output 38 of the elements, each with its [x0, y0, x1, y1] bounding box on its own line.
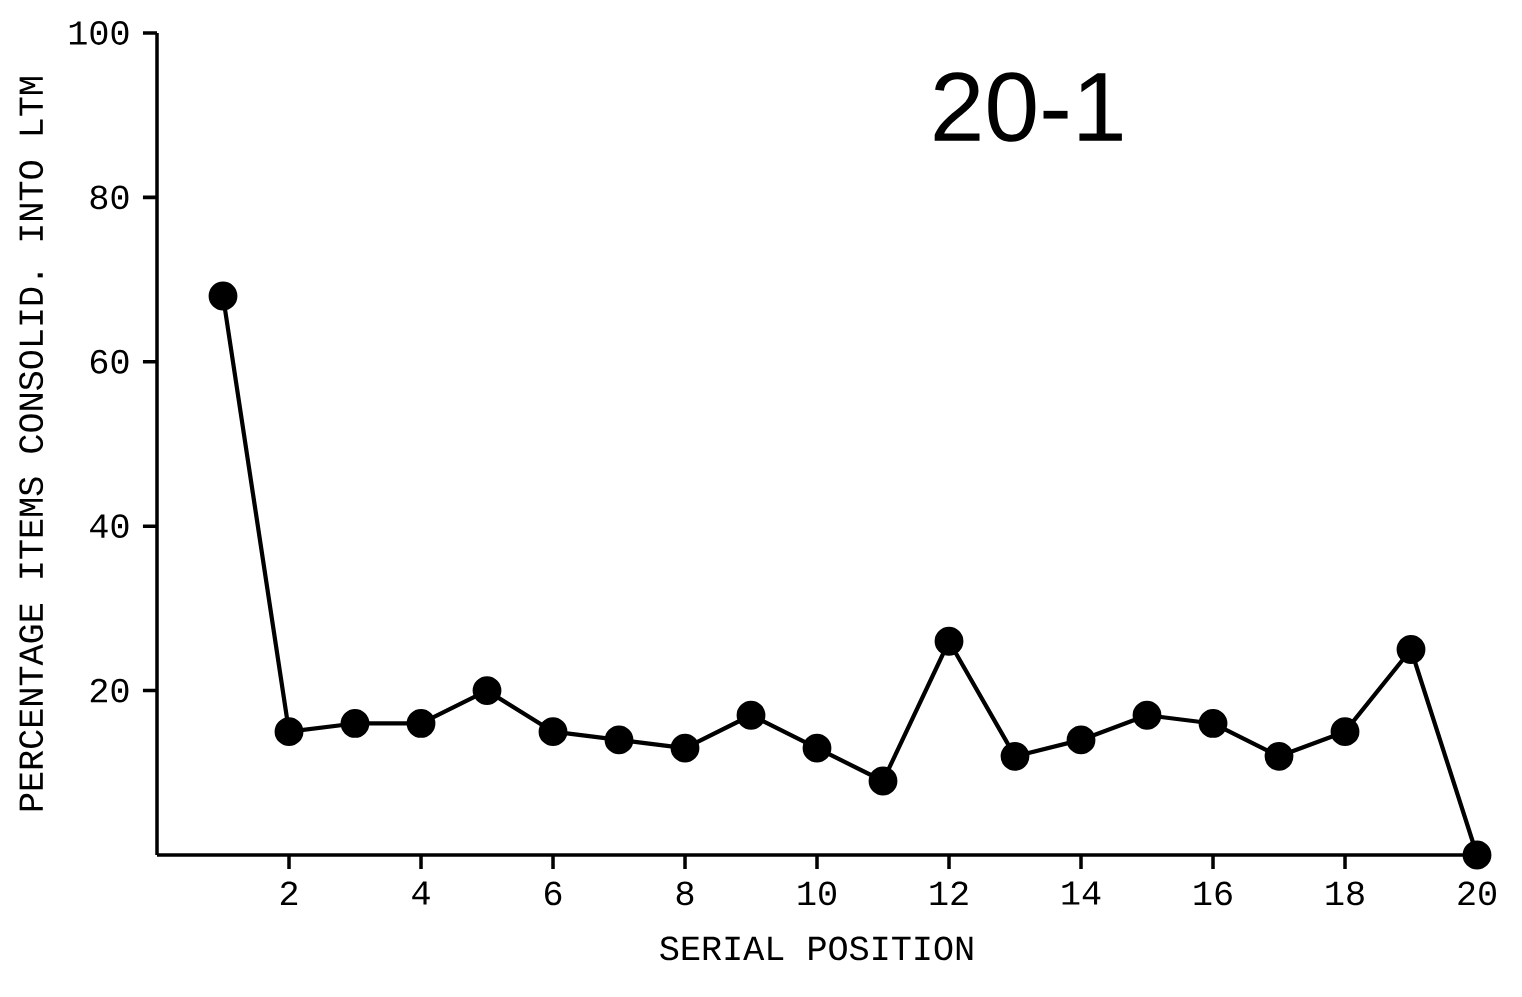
point [472, 676, 502, 705]
y-tick-label: 80 [90, 185, 129, 210]
y-tick-label: 40 [90, 514, 129, 539]
point [208, 281, 238, 311]
x-tick-label: 4 [412, 881, 430, 905]
point [1132, 700, 1162, 730]
x-tick-label: 16 [1194, 881, 1232, 906]
y-tick-label: 60 [90, 349, 129, 374]
y-axis-title: PERCENTAGE ITEMS CONSOLID. INTO LTM [19, 77, 44, 811]
x-tick-label: 18 [1326, 881, 1364, 906]
x-axis-title: SERIAL POSITION [660, 936, 973, 961]
annotation: 20-1 [934, 72, 1122, 142]
x-tick-label: 8 [676, 881, 694, 906]
point [1462, 840, 1492, 870]
point [670, 733, 700, 763]
x-tick-label: 2 [280, 881, 298, 905]
x-tick-label: 10 [798, 881, 836, 906]
x-tick-label: 20 [1458, 881, 1496, 906]
point [868, 766, 898, 796]
point [802, 733, 832, 763]
x-tick-label: 6 [545, 881, 562, 906]
y-tick-label: 100 [69, 21, 129, 45]
x-tick-label: 12 [930, 881, 968, 905]
point [538, 717, 568, 747]
point [1198, 709, 1228, 738]
point [1396, 635, 1426, 664]
point [604, 725, 634, 755]
point [274, 717, 304, 747]
point [340, 709, 370, 738]
point [1000, 741, 1030, 771]
point [1264, 741, 1294, 771]
point [1330, 717, 1360, 747]
point [736, 700, 766, 730]
y-tick-label: 20 [90, 678, 129, 703]
point [1066, 725, 1096, 755]
point [934, 626, 964, 656]
x-tick-label: 14 [1062, 881, 1101, 905]
point [406, 709, 436, 738]
